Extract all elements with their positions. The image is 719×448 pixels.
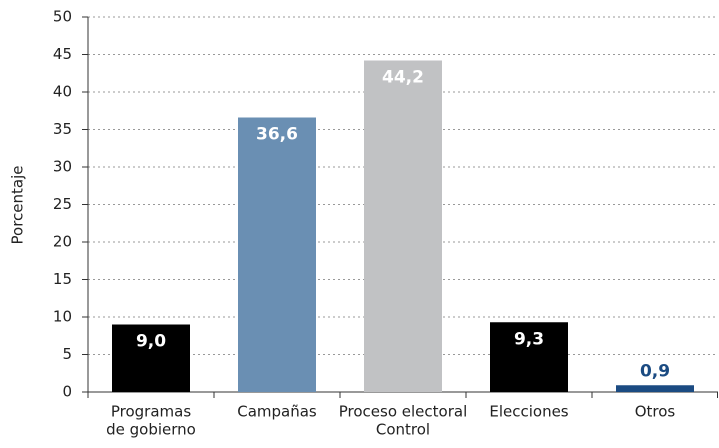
y-tick-label: 25 [53, 195, 72, 213]
y-tick-label: 40 [53, 83, 72, 101]
value-label: 9,0 [136, 332, 166, 352]
y-tick-label: 45 [53, 45, 72, 63]
value-label: 0,9 [640, 361, 670, 381]
bar [490, 322, 568, 392]
x-tick-label: de gobierno [106, 421, 196, 439]
x-tick-label: Proceso electoral [339, 403, 468, 421]
x-tick-label: Control [376, 421, 430, 439]
y-tick-label: 50 [53, 8, 72, 26]
bar [616, 385, 694, 392]
x-tick-label: Programas [111, 403, 191, 421]
y-tick-label: 15 [53, 270, 72, 288]
value-label: 9,3 [514, 329, 544, 349]
x-tick-label: Elecciones [489, 403, 568, 421]
bar [112, 324, 190, 392]
x-tick-label: Otros [635, 403, 676, 421]
x-tick-label: Campañas [237, 403, 317, 421]
y-tick-label: 35 [53, 120, 72, 138]
y-tick-label: 5 [62, 345, 72, 363]
y-axis-label: Porcentaje [9, 166, 27, 245]
value-label: 44,2 [382, 68, 424, 88]
value-label: 36,6 [256, 125, 298, 145]
y-tick-label: 0 [62, 383, 72, 401]
y-tick-label: 30 [53, 158, 72, 176]
y-tick-label: 10 [53, 308, 72, 326]
bar [364, 60, 442, 392]
y-tick-label: 20 [53, 233, 72, 251]
bar [238, 117, 316, 392]
